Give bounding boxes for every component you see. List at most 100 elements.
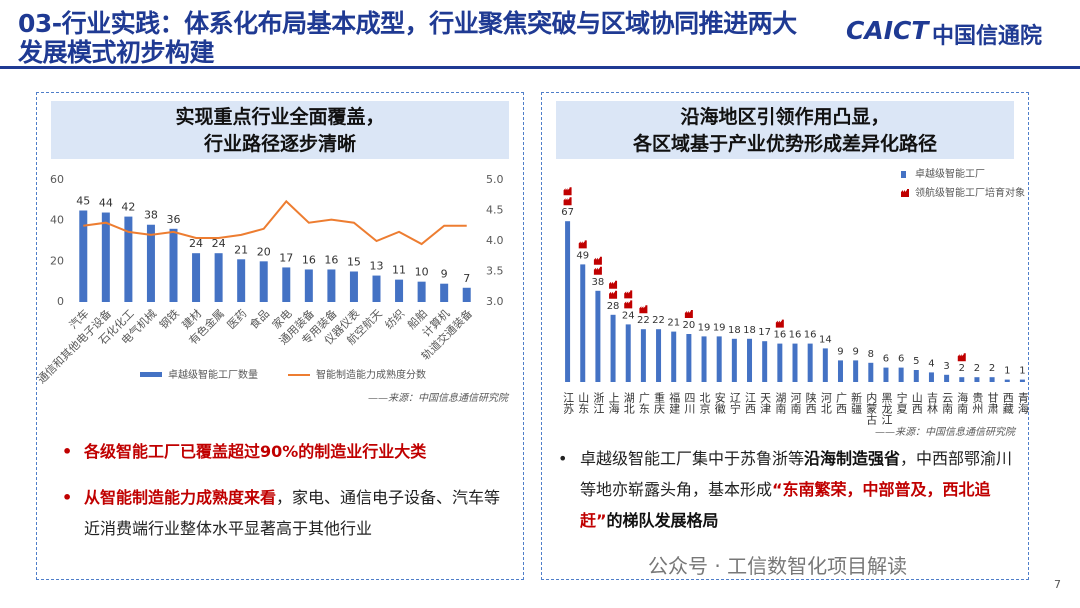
bullet-text: “东南繁荣，中部普及，西北追赶”	[580, 480, 991, 530]
data-label: 49	[576, 250, 589, 261]
data-label: 2	[989, 363, 995, 374]
bar	[686, 334, 692, 382]
icon	[957, 353, 966, 362]
icon	[593, 266, 602, 275]
data-label: 67	[561, 207, 574, 218]
data-label: 16	[789, 330, 802, 341]
data-label: 18	[743, 325, 756, 336]
title-line: 沿海地区引领作用凸显，	[680, 106, 890, 128]
bar	[259, 261, 268, 302]
bullet-text: 从智能制造能力成熟度来看	[84, 488, 277, 507]
bullet-text: ，中西部鄂渝川等地亦崭露头角，基本形成	[580, 449, 1013, 499]
icon-shape	[563, 197, 572, 206]
title-line: 各区域基于产业优势形成差异化路径	[632, 133, 937, 155]
data-label: 19	[713, 322, 726, 333]
bar	[192, 253, 201, 302]
bullet-text: 沿海制造强省	[804, 449, 901, 468]
x-tick-label: 黑龙江	[880, 392, 893, 425]
bullet-text: ，家电、通信电子设备、汽车等近消费端行业整体水平显著高于其他行业	[84, 488, 501, 538]
x-tick-label: 贵州	[971, 392, 984, 414]
source: ——来源：中国信息通信研究院	[875, 426, 1017, 438]
icon-shape	[639, 305, 648, 314]
bar	[807, 343, 813, 382]
icon-shape	[624, 290, 633, 299]
y2-tick-label: 3.5	[486, 265, 504, 278]
header-title: 03-行业实践：体系化布局基本成型，行业聚焦突破与区域协同推进两大	[18, 9, 797, 38]
bar	[792, 343, 798, 382]
bar	[731, 338, 737, 382]
x-tick-label: 海南	[956, 391, 969, 414]
data-label: 4	[928, 358, 934, 369]
data-label: 3	[943, 361, 949, 372]
bar	[595, 290, 601, 382]
bar	[868, 362, 874, 382]
data-label: 5	[913, 356, 919, 367]
bar	[417, 281, 426, 302]
icon-shape	[609, 290, 618, 299]
bar	[395, 279, 404, 302]
icon-shape	[624, 300, 633, 309]
bar	[1019, 379, 1025, 382]
data-label: 11	[392, 264, 406, 277]
title-line: 实现重点行业全面覆盖，	[175, 106, 385, 128]
bar	[701, 336, 707, 382]
panel-title: 实现重点行业全面覆盖， 行业路径逐步清晰	[51, 101, 509, 159]
bar	[853, 360, 859, 382]
data-label: 16	[302, 253, 316, 266]
icon-shape	[578, 240, 587, 249]
data-label: 17	[279, 251, 293, 264]
x-tick-label: 四川	[683, 392, 696, 414]
icon-shape	[957, 353, 966, 362]
bar	[959, 377, 965, 382]
data-label: 28	[607, 301, 620, 312]
x-tick-label: 食品	[247, 306, 272, 331]
data-label: 1	[1004, 366, 1010, 377]
bar	[1004, 379, 1010, 382]
x-tick-label: 陕西	[804, 391, 817, 414]
bar	[282, 267, 291, 302]
data-label: 9	[441, 268, 448, 281]
data-label: 18	[728, 325, 741, 336]
legend-label: 领航级智能工厂培育对象	[915, 186, 1025, 199]
x-tick-label: 浙江	[592, 392, 605, 414]
icon	[684, 310, 693, 318]
data-label: 20	[257, 245, 271, 258]
data-label: 15	[347, 256, 361, 269]
x-tick-label: 宁夏	[895, 391, 908, 414]
x-tick-label: 江苏	[562, 392, 575, 415]
icon-shape	[593, 256, 602, 265]
logo: CAICT	[846, 16, 929, 45]
data-label: 24	[212, 237, 226, 250]
bullet: • 卓越级智能工厂集中于苏鲁浙等沿海制造强省，中西部鄂渝川等地亦崭露头角，基本形成…	[558, 449, 1013, 530]
header-rule	[0, 66, 1080, 69]
panel: 沿海地区引领作用凸显， 各区域基于产业优势形成差异化路径	[541, 92, 1029, 580]
x-tick-label: 上海	[607, 392, 620, 415]
icon	[639, 305, 648, 314]
icon-shape	[593, 266, 602, 275]
legend-label: 智能制造能力成熟度分数	[316, 368, 426, 381]
org-name: 中国信通院	[932, 24, 1043, 49]
line	[83, 199, 467, 246]
bullet: • 从智能制造能力成熟度来看，家电、通信电子设备、汽车等近消费端行业整体水平显著高…	[62, 488, 501, 538]
watermark: 公众号 · 工信数智化项目解读	[648, 554, 908, 578]
legend-swatch	[901, 171, 906, 178]
icon	[563, 197, 572, 206]
data-label: 21	[234, 243, 248, 256]
data-label: 2	[974, 363, 980, 374]
bar	[716, 336, 722, 382]
icon-shape	[901, 189, 909, 197]
icon	[609, 280, 618, 289]
icon-shape	[609, 280, 618, 289]
legend-label: 卓越级智能工厂数量	[168, 368, 258, 381]
icon	[624, 290, 633, 299]
bar	[565, 221, 571, 382]
x-tick-label: 安徽	[713, 391, 726, 415]
data-label: 13	[370, 260, 384, 273]
icon-shape	[775, 319, 784, 328]
icon-shape	[563, 187, 572, 196]
bar	[671, 331, 677, 382]
bar	[822, 348, 828, 382]
bar	[610, 314, 616, 382]
